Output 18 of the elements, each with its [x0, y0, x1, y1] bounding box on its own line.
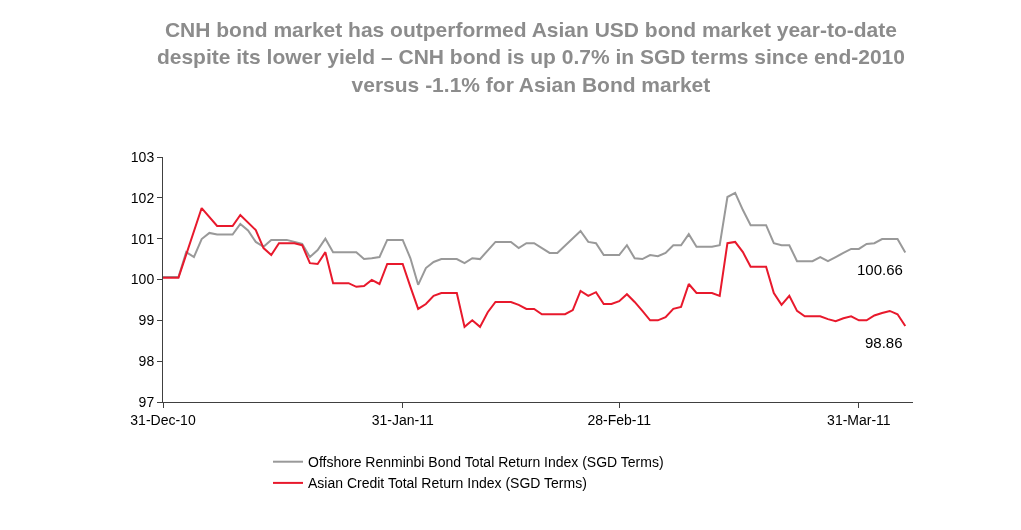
- y-tick-label: 98: [138, 353, 155, 370]
- y-tick-label: 99: [138, 312, 155, 329]
- y-tick-label: 101: [130, 230, 155, 247]
- line-series: [163, 207, 907, 328]
- x-tick-label: 31-Mar-11: [827, 411, 891, 428]
- y-tick-label: 103: [130, 148, 155, 165]
- line-series: [163, 191, 907, 286]
- legend-label: Asian Credit Total Return Index (SGD Terms): [308, 475, 587, 492]
- x-tick-label: 28-Feb-11: [587, 411, 652, 428]
- y-tick-label: 102: [130, 189, 155, 206]
- x-tick-label: 31-Dec-10: [130, 411, 196, 428]
- chart-title: CNH bond market has outperformed Asian USD bond market year-to-date despite its lower yield – CNH bond is up 0.7% in SGD terms since end-2010 versus -1.1% for Asian Bond market: [156, 18, 905, 96]
- x-tick-label: 31-Jan-11: [371, 411, 434, 428]
- annotation: 100.66: [857, 261, 903, 278]
- y-tick-label: 97: [138, 393, 155, 410]
- legend-label: Offshore Renminbi Bond Total Return Index (SGD Terms): [308, 454, 664, 471]
- y-tick-label: 100: [130, 271, 155, 288]
- annotation: 98.86: [865, 334, 903, 351]
